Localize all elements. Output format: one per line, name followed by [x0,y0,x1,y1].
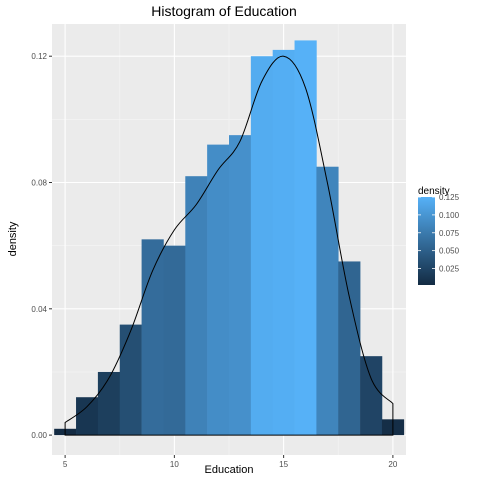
x-tick-label: 10 [170,460,179,469]
y-tick-label: 0.08 [31,179,47,188]
histogram-bar [119,324,142,436]
y-tick-label: 0.12 [31,52,47,61]
legend: density 0.125 0.100 0.075 0.050 0.025 [418,186,460,285]
legend-ticks: 0.125 0.100 0.075 0.050 0.025 [418,193,460,274]
histogram-bar [185,176,208,436]
y-tick-label: 0.00 [31,431,47,440]
legend-label: 0.125 [439,193,460,202]
histogram-bar [316,166,339,436]
x-tick-label: 15 [279,460,288,469]
histogram-bar [272,49,295,436]
legend-title: density [418,186,450,197]
histogram-bar [76,397,99,436]
histogram-bar [229,135,252,436]
histogram-bar [250,56,274,436]
legend-label: 0.100 [439,211,460,220]
histogram-bar [207,144,230,436]
histogram-bar [294,40,317,436]
x-tick-label: 5 [63,460,68,469]
histogram-bar [97,371,121,436]
x-axis-title: Education [205,464,254,476]
histogram-bar [163,245,186,436]
legend-colorbar [418,197,435,285]
y-axis: 0.00 0.04 0.08 0.12 [31,52,52,440]
histogram-bar [338,261,361,436]
histogram-bars [54,40,405,436]
legend-label: 0.025 [439,265,460,274]
density-curve [64,55,394,436]
histogram-bar [141,239,164,436]
y-axis-title: density [7,221,19,256]
legend-label: 0.050 [439,247,460,256]
x-axis: 5 10 15 20 [63,455,398,469]
chart-title: Histogram of Education [151,3,297,19]
y-tick-label: 0.04 [31,305,47,314]
legend-label: 0.075 [439,229,460,238]
histogram-bar [360,356,383,436]
x-tick-label: 20 [388,460,397,469]
